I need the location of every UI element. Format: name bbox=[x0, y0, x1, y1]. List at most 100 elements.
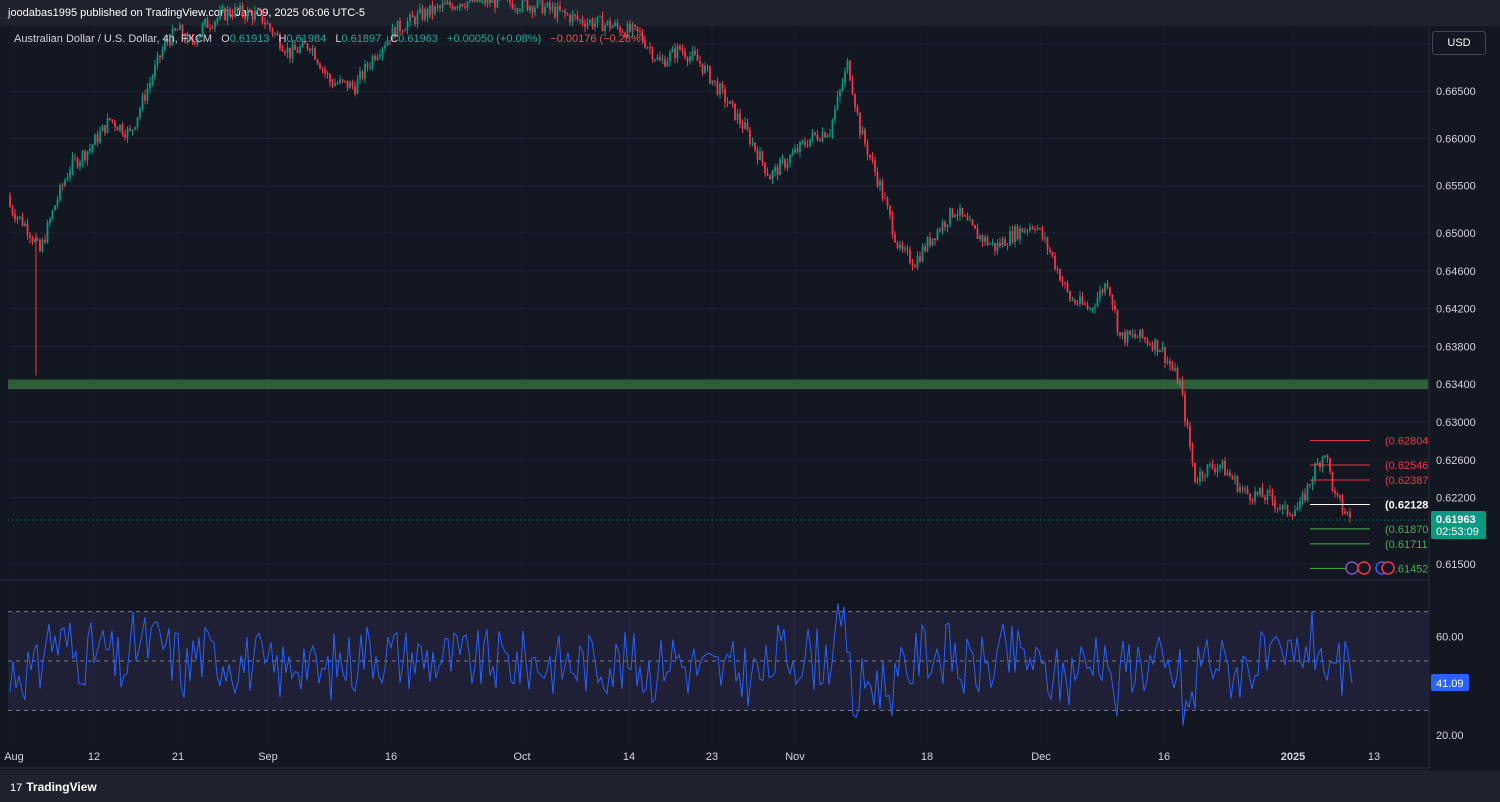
candle-body bbox=[29, 234, 31, 238]
candle-body bbox=[389, 40, 391, 42]
candle-body bbox=[804, 141, 806, 146]
candle-body bbox=[146, 88, 149, 101]
candle-body bbox=[1344, 511, 1346, 514]
candle-body bbox=[621, 32, 624, 34]
candle-body bbox=[324, 68, 326, 73]
candle-body bbox=[604, 24, 606, 32]
candle-body bbox=[94, 134, 96, 145]
candle-body bbox=[399, 20, 401, 32]
candle-body bbox=[671, 48, 674, 53]
candle-body bbox=[436, 6, 439, 8]
candle-body bbox=[91, 144, 94, 149]
candle-body bbox=[174, 28, 176, 31]
candle-body bbox=[786, 163, 789, 168]
candle-body bbox=[971, 219, 974, 225]
candle-body bbox=[1139, 329, 1141, 338]
candle-body bbox=[16, 217, 19, 220]
candle-body bbox=[231, 14, 234, 17]
candle-body bbox=[64, 180, 66, 186]
candle-body bbox=[1256, 491, 1259, 495]
candle-body bbox=[1304, 493, 1306, 501]
candle-body bbox=[116, 127, 119, 131]
candle-body bbox=[1194, 462, 1196, 483]
candle-body bbox=[781, 159, 784, 161]
candle-body bbox=[651, 48, 654, 60]
level-label: (0.62128 bbox=[1385, 499, 1428, 511]
candle-body bbox=[806, 145, 809, 147]
candle-body bbox=[266, 23, 269, 25]
symbol-name[interactable]: Australian Dollar / U.S. Dollar, 4h, FXC… bbox=[14, 33, 213, 45]
candle-body bbox=[391, 27, 394, 42]
candle-body bbox=[201, 24, 204, 34]
candle-body bbox=[851, 80, 854, 95]
candle-body bbox=[759, 151, 761, 161]
candle-body bbox=[581, 19, 584, 24]
event-icon bbox=[1357, 561, 1371, 575]
candle-body bbox=[984, 236, 986, 242]
candle-body bbox=[1044, 237, 1046, 239]
candle-body bbox=[871, 157, 874, 161]
candle-body bbox=[691, 50, 694, 57]
candle-body bbox=[909, 250, 911, 263]
candle-body bbox=[821, 132, 824, 142]
candle-body bbox=[649, 47, 651, 49]
candle-body bbox=[69, 170, 71, 178]
candle-body bbox=[371, 56, 374, 67]
candle-body bbox=[921, 246, 924, 262]
candle-body bbox=[44, 239, 46, 243]
candle-body bbox=[299, 46, 301, 53]
candle-body bbox=[31, 237, 34, 242]
candle-body bbox=[274, 33, 276, 35]
tradingview-logo[interactable]: 17 TradingView bbox=[10, 780, 97, 794]
candle-body bbox=[1199, 471, 1201, 482]
candle-body bbox=[216, 18, 219, 22]
candle-body bbox=[179, 25, 181, 30]
candle-body bbox=[114, 121, 116, 128]
candle-body bbox=[714, 80, 716, 82]
candle-body bbox=[1269, 490, 1271, 493]
candle-body bbox=[756, 149, 759, 161]
candle-body bbox=[261, 9, 264, 23]
candle-body bbox=[206, 19, 209, 28]
currency-button[interactable]: USD bbox=[1432, 31, 1486, 55]
candle-body bbox=[119, 124, 121, 131]
open-label: O bbox=[221, 33, 230, 45]
candle-body bbox=[1156, 339, 1159, 352]
candle-body bbox=[954, 214, 956, 218]
candle-body bbox=[549, 2, 551, 10]
candle-body bbox=[1196, 481, 1199, 483]
candle-body bbox=[699, 60, 701, 64]
price-tick-label: 0.66500 bbox=[1436, 86, 1476, 98]
candle-body bbox=[519, 9, 521, 12]
candle-body bbox=[441, 3, 444, 8]
candle-body bbox=[1084, 303, 1086, 305]
candle-body bbox=[1121, 332, 1124, 336]
candle-body bbox=[191, 38, 194, 43]
candle-body bbox=[1086, 304, 1089, 309]
candle-body bbox=[1129, 330, 1131, 335]
candle-body bbox=[281, 48, 284, 52]
candle-body bbox=[966, 216, 969, 221]
candle-body bbox=[616, 22, 619, 27]
candle-body bbox=[361, 71, 364, 79]
event-icon bbox=[1345, 561, 1359, 575]
candle-body bbox=[591, 20, 594, 28]
candle-body bbox=[164, 40, 166, 50]
symbol-legend: Australian Dollar / U.S. Dollar, 4h, FXC… bbox=[14, 33, 644, 45]
candle-body bbox=[986, 236, 989, 245]
candle-body bbox=[791, 152, 794, 156]
candle-body bbox=[284, 51, 286, 54]
candle-body bbox=[1036, 228, 1039, 230]
candle-body bbox=[401, 31, 404, 33]
candle-body bbox=[639, 31, 641, 33]
candle-body bbox=[809, 138, 811, 147]
price-tick-label: 0.61500 bbox=[1436, 559, 1476, 571]
candle-body bbox=[976, 228, 979, 239]
candle-body bbox=[704, 65, 706, 73]
candle-body bbox=[244, 15, 246, 19]
candle-body bbox=[596, 16, 599, 24]
candle-body bbox=[711, 80, 714, 84]
candle-body bbox=[1051, 252, 1054, 257]
candle-body bbox=[196, 38, 199, 44]
